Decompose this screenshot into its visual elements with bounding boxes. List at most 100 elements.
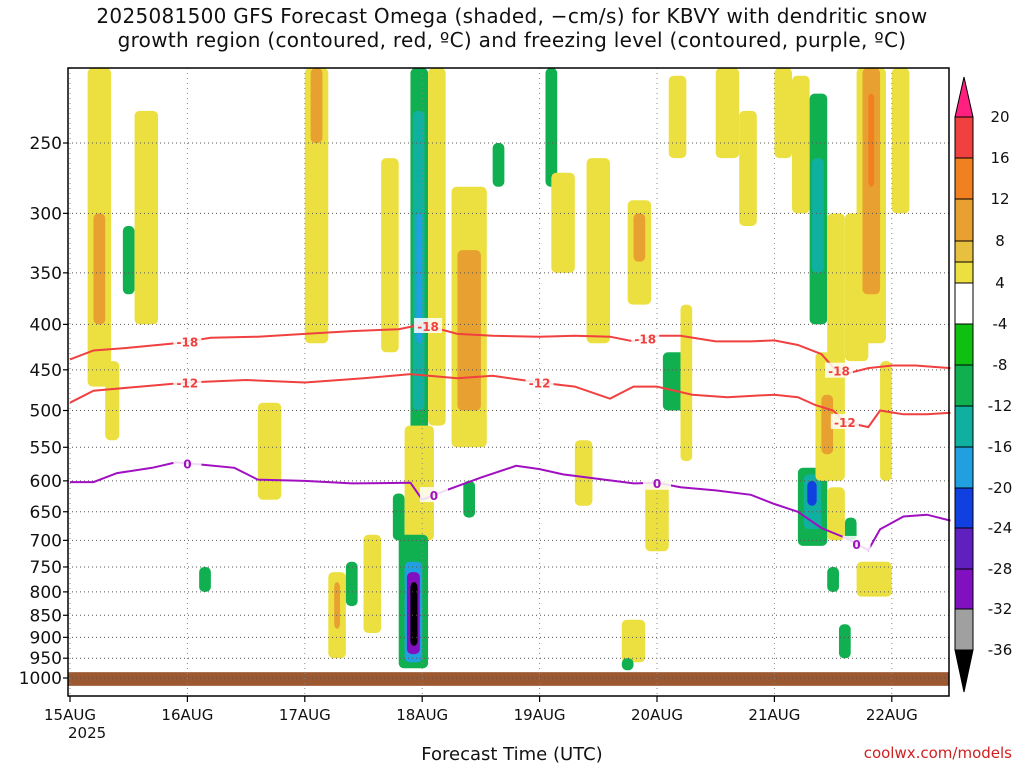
- omega-cell-45: [811, 158, 824, 273]
- y-tick-label-500: 500: [30, 402, 62, 422]
- y-tick-label-400: 400: [30, 315, 62, 335]
- y-tick-label-950: 950: [30, 649, 62, 669]
- colorbar-segment-5: [954, 282, 974, 325]
- grid-lines: [68, 68, 949, 696]
- omega-cell-43: [792, 75, 810, 214]
- colorbar-segment-4: [954, 261, 974, 284]
- omega-cell-35: [621, 658, 634, 671]
- contour-label-0: 0: [430, 489, 438, 503]
- omega-cell-12: [363, 534, 382, 634]
- x-tick-label-20AUG: 20AUG: [631, 706, 683, 724]
- contour-label-bg: [173, 455, 202, 471]
- contour-label--12: -12: [177, 376, 199, 390]
- omega-cell-17: [416, 213, 423, 344]
- omega-cell-18: [404, 425, 434, 541]
- colorbar-label--4: -4: [993, 315, 1008, 333]
- x-tick-label-22AUG: 22AUG: [866, 706, 918, 724]
- colorbar-arrow-top: [954, 76, 974, 118]
- y-tick-label-450: 450: [30, 361, 62, 381]
- omega-cell-58: [856, 561, 892, 597]
- colorbar-label-16: 16: [990, 149, 1009, 167]
- colorbar-segment-8: [954, 405, 974, 448]
- contour-line-0: [70, 461, 951, 552]
- colorbar-segment-7: [954, 364, 974, 407]
- colorbar-segment-13: [954, 608, 974, 651]
- omega-cell-26: [463, 480, 476, 518]
- contour-label-bg: [830, 413, 859, 429]
- omega-cell-5: [199, 566, 211, 592]
- x-tick-label-17AUG: 17AUG: [279, 706, 331, 724]
- colorbar-arrow-bottom: [954, 649, 974, 693]
- x-axis-ticks: 15AUG 16AUG 17AUG 18AUG 19AUG 20AUG 21AUG 22AUG…: [44, 696, 918, 742]
- contour-label-bg: [173, 333, 202, 349]
- contour-label-bg: [525, 374, 554, 390]
- x-tick-label-16AUG: 16AUG: [161, 706, 213, 724]
- omega-cell-25: [457, 250, 481, 411]
- omega-cell-59: [844, 517, 857, 541]
- contour-label-0: 0: [852, 538, 860, 552]
- colorbar-label-4: 4: [995, 274, 1005, 292]
- omega-cell-36: [645, 480, 669, 552]
- omega-cell-3: [122, 226, 135, 295]
- y-tick-label-350: 350: [30, 264, 62, 284]
- y-tick-label-900: 900: [30, 628, 62, 648]
- x-tick-label-15AUG: 15AUG: [44, 706, 96, 724]
- colorbar-segment-1: [954, 157, 974, 200]
- omega-cell-34: [621, 619, 646, 663]
- surface-band: [68, 672, 949, 686]
- y-tick-label-650: 650: [30, 503, 62, 523]
- y-tick-label-550: 550: [30, 438, 62, 458]
- omega-cell-22: [410, 582, 418, 646]
- colorbar-label--12: -12: [988, 397, 1013, 415]
- omega-cell-28: [545, 68, 558, 187]
- colorbar-segment-10: [954, 487, 974, 529]
- chart-title-line2: growth region (contoured, red, ºC) and f…: [117, 28, 907, 52]
- omega-cell-57: [880, 361, 892, 481]
- omega-cell-11: [345, 561, 358, 607]
- colorbar-label-20: 20: [990, 108, 1009, 126]
- contour-label-0: 0: [653, 477, 661, 491]
- omega-cell-27: [492, 143, 505, 187]
- x-axis-label: Forecast Time (UTC): [421, 744, 603, 765]
- temperature-contours: -18 -18 -18 -18 -12 -12 -12 0 0 0 0: [69, 317, 951, 552]
- omega-cell-42: [774, 68, 793, 159]
- x-tick-label-21AUG: 21AUG: [748, 706, 800, 724]
- colorbar-label--36: -36: [988, 641, 1013, 659]
- omega-cell-41: [739, 110, 757, 227]
- colorbar-label--28: -28: [988, 560, 1013, 578]
- colorbar-segment-12: [954, 568, 974, 610]
- omega-cell-14: [392, 493, 405, 541]
- y-axis-ticks: 2503003504004505005506006507007508008509…: [19, 134, 68, 689]
- omega-cell-60: [838, 624, 851, 659]
- y-tick-label-800: 800: [30, 583, 62, 603]
- colorbar-label-8: 8: [995, 232, 1005, 250]
- y-tick-label-300: 300: [30, 204, 62, 224]
- omega-cell-52: [827, 566, 839, 592]
- y-tick-label-600: 600: [30, 472, 62, 492]
- credit-link[interactable]: coolwx.com/models: [863, 744, 1012, 762]
- colorbar: 20 16 12 8 4 -4 -8 -12 -16 -20 -24 -28 -32 -36: [954, 76, 1013, 693]
- x-tick-label-19AUG: 19AUG: [514, 706, 566, 724]
- omega-shading: [68, 68, 949, 686]
- colorbar-segment-9: [954, 446, 974, 489]
- colorbar-label--32: -32: [988, 600, 1013, 618]
- contour-label-bg: [419, 487, 448, 503]
- colorbar-label--8: -8: [993, 356, 1008, 374]
- contour-label-bg: [173, 374, 202, 390]
- contour-label-bg: [414, 317, 443, 333]
- colorbar-label-12: 12: [990, 190, 1009, 208]
- omega-cell-10: [334, 582, 341, 629]
- contour-label--12: -12: [529, 376, 551, 390]
- y-tick-label-250: 250: [30, 134, 62, 154]
- omega-cell-39: [680, 304, 693, 462]
- contour-line--12: [69, 373, 951, 429]
- omega-cell-2: [105, 361, 120, 441]
- contour-label-0: 0: [183, 457, 191, 471]
- colorbar-segment-0: [954, 116, 974, 159]
- colorbar-segment-6: [954, 323, 974, 366]
- omega-cell-29: [551, 172, 575, 273]
- colorbar-segment-11: [954, 527, 974, 570]
- contour-label-bg: [842, 535, 871, 551]
- colorbar-segment-2: [954, 198, 974, 242]
